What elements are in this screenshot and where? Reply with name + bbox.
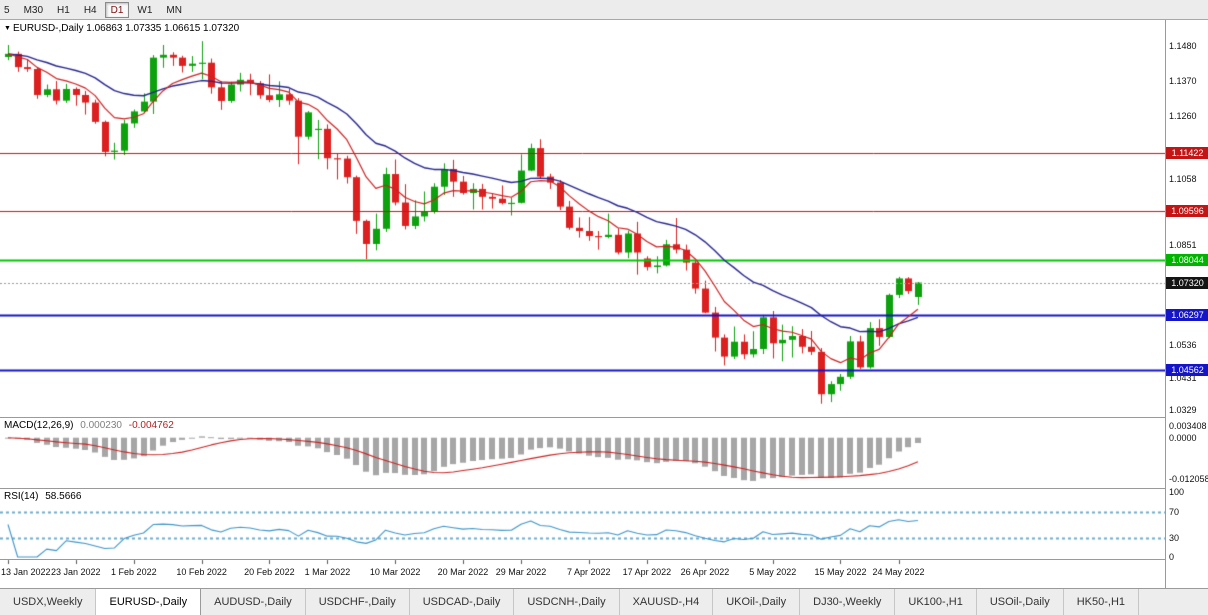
chart-tab-usdx-weekly[interactable]: USDX,Weekly (0, 589, 97, 615)
date-axis-label: 5 May 2022 (749, 567, 797, 577)
price-axis-label: 1.0431 (1169, 372, 1197, 383)
timeframe-button-h1[interactable]: H1 (57, 4, 70, 16)
current-price-badge: 1.07320 (1166, 276, 1208, 289)
macd-axis-label: -0.012058 (1169, 473, 1208, 484)
macd-label: MACD(12,26,9) 0.000230 -0.004762 (4, 420, 174, 431)
date-axis-label: 17 Apr 2022 (622, 567, 672, 577)
rsi-axis-label: 70 (1169, 506, 1180, 517)
chart-tabs-bar: USDX,Weekly EURUSD-,Daily AUDUSD-,Daily USD… (0, 588, 1208, 615)
rsi-name: RSI(14) (4, 491, 39, 502)
date-axis-label: 10 Mar 2022 (369, 567, 421, 577)
chart-symbol-label: EURUSD-,Daily (12, 23, 84, 34)
timeframe-button-h4[interactable]: H4 (83, 4, 97, 16)
chart-tab-ukoil-daily[interactable]: UKOil-,Daily (713, 589, 801, 615)
rsi-axis-label: 100 (1169, 487, 1185, 497)
rsi-axis-label: 0 (1169, 552, 1175, 562)
rsi-axis-label: 30 (1169, 532, 1180, 543)
date-axis-label: 20 Mar 2022 (437, 567, 489, 577)
date-axis-label: 1 Feb 2022 (111, 567, 157, 577)
timeframe-toolbar: 5 M30 H1 H4 D1 W1 MN (0, 0, 1208, 20)
date-axis-label: 26 Apr 2022 (680, 567, 730, 577)
price-level-badge: 1.08044 (1166, 253, 1208, 266)
date-axis-label: 24 May 2022 (872, 567, 925, 577)
panel-separator-macd (0, 417, 1208, 418)
price-axis-label: 1.1480 (1169, 40, 1197, 51)
timeframe-button-d1[interactable]: D1 (104, 1, 130, 18)
rsi-label: RSI(14) 58.5666 (4, 491, 81, 502)
timeframe-button-w1[interactable]: W1 (137, 4, 153, 16)
chart-tab-usdchf-daily[interactable]: USDCHF-,Daily (306, 589, 410, 615)
chart-title: ▼ EURUSD-,Daily 1.06863 1.07335 1.06615 1… (4, 23, 239, 34)
timeframe-button-m30[interactable]: M30 (23, 4, 44, 16)
date-axis-label: 29 Mar 2022 (495, 567, 547, 577)
price-axis-label: 1.0536 (1169, 339, 1197, 350)
date-axis-label: 15 May 2022 (814, 567, 867, 577)
chart-tab-hk50-h1[interactable]: HK50-,H1 (1064, 589, 1140, 615)
chart-area: ▼ EURUSD-,Daily 1.06863 1.07335 1.06615 1… (0, 20, 1208, 588)
chart-tab-uk100-h1[interactable]: UK100-,H1 (895, 589, 977, 615)
macd-main-value: 0.000230 (80, 420, 122, 431)
price-axis-label: 1.0329 (1169, 405, 1197, 416)
timeframe-button-5[interactable]: 5 (4, 4, 10, 16)
price-axis-label: 1.0851 (1169, 239, 1197, 250)
date-axis-label: 10 Feb 2022 (176, 567, 227, 577)
price-level-badge: 1.11422 (1166, 146, 1208, 159)
price-axis-label: 1.1260 (1169, 110, 1197, 121)
chart-tab-dj30-weekly[interactable]: DJ30-,Weekly (800, 589, 896, 615)
timeframe-button-mn[interactable]: MN (166, 4, 182, 16)
price-axis-label: 1.1370 (1169, 75, 1197, 86)
macd-name: MACD(12,26,9) (4, 420, 74, 431)
panel-separator-dates (0, 559, 1208, 560)
chart-marker-icon: ▼ (4, 25, 11, 32)
chart-tab-eurusd-daily[interactable]: EURUSD-,Daily (96, 589, 202, 615)
price-level-badge: 1.04562 (1166, 363, 1208, 376)
price-level-badge: 1.06297 (1166, 308, 1208, 321)
panel-separator-rsi (0, 488, 1208, 489)
chart-canvas[interactable] (0, 20, 1165, 588)
date-axis-label: 20 Feb 2022 (244, 567, 295, 577)
date-axis-label: 1 Mar 2022 (304, 567, 351, 577)
macd-axis-label: 0.003408 (1169, 421, 1207, 432)
date-axis-label: 13 Jan 2022 (1, 567, 51, 577)
chart-tab-usoil-daily[interactable]: USOil-,Daily (977, 589, 1064, 615)
chart-tab-usdcad-daily[interactable]: USDCAD-,Daily (410, 589, 515, 615)
date-axis-label: 7 Apr 2022 (567, 567, 611, 577)
chart-tab-xauusd-h4[interactable]: XAUUSD-,H4 (620, 589, 714, 615)
chart-tab-audusd-daily[interactable]: AUDUSD-,Daily (201, 589, 306, 615)
macd-signal-value: -0.004762 (128, 420, 174, 431)
chart-tab-usdcnh-daily[interactable]: USDCNH-,Daily (514, 589, 620, 615)
price-axis[interactable]: 1.1480 1.1370 1.1260 1.1058 1.0851 1.0536 1.04… (1165, 20, 1208, 588)
chart-ohlc-values: 1.06863 1.07335 1.06615 1.07320 (86, 23, 240, 34)
date-axis-label: 23 Jan 2022 (50, 567, 101, 577)
rsi-value: 58.5666 (45, 491, 82, 502)
price-level-badge: 1.09596 (1166, 204, 1208, 217)
price-axis-label: 1.1058 (1169, 174, 1197, 185)
macd-axis-label: 0.0000 (1169, 432, 1197, 443)
date-axis[interactable]: 13 Jan 2022 23 Jan 2022 1 Feb 2022 10 Feb 2… (0, 560, 1165, 588)
